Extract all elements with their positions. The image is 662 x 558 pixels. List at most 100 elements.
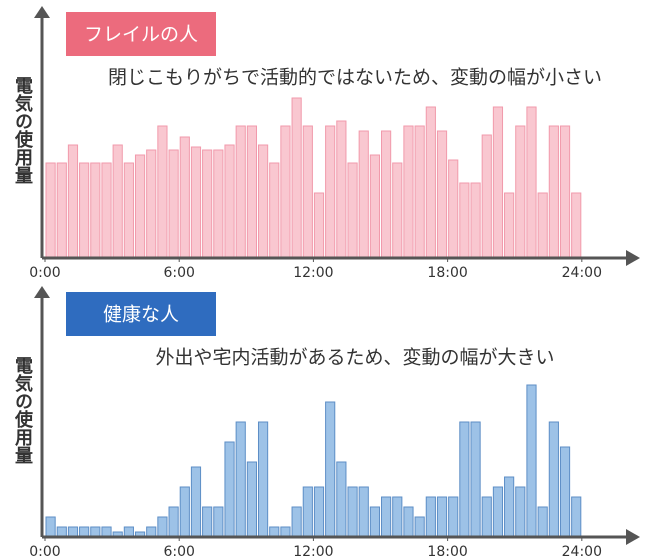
x-tick-label: 6:00	[163, 544, 194, 558]
bar	[225, 442, 234, 537]
bar	[46, 163, 55, 258]
bar	[527, 107, 536, 258]
bar	[180, 487, 189, 537]
bar	[382, 131, 391, 258]
chart: フレイルの人閉じこもりがちで活動的ではないため、変動の幅が小さい電気の使用量0:…	[0, 0, 662, 558]
y-axis-label: 電気の使用量	[12, 76, 34, 184]
bar	[538, 193, 547, 258]
bar	[382, 497, 391, 537]
bar	[393, 163, 402, 258]
bar	[236, 422, 245, 537]
bar	[314, 193, 323, 258]
y-axis-label: 電気の使用量	[12, 356, 34, 464]
bar	[191, 467, 200, 537]
bar	[214, 150, 223, 258]
bar	[359, 487, 368, 537]
x-tick-label: 24:00	[562, 544, 602, 558]
bar	[471, 422, 480, 537]
x-tick-label: 12:00	[293, 544, 333, 558]
bar	[46, 517, 55, 537]
x-tick-label: 0:00	[29, 544, 60, 558]
bar	[359, 131, 368, 258]
y-axis-arrow	[34, 286, 50, 298]
bar	[303, 126, 312, 258]
bar	[68, 145, 77, 258]
bar	[326, 126, 335, 258]
bar	[538, 507, 547, 537]
bar	[169, 150, 178, 258]
bar	[203, 507, 212, 537]
bar	[393, 497, 402, 537]
bar	[337, 462, 346, 537]
bar	[437, 131, 446, 258]
bar	[281, 126, 290, 258]
bar	[572, 497, 581, 537]
bar	[505, 477, 514, 537]
bar	[337, 121, 346, 258]
badge-label: フレイルの人	[84, 24, 198, 46]
x-tick-label: 0:00	[29, 265, 60, 281]
bar	[560, 126, 569, 258]
bar	[549, 126, 558, 258]
bar	[57, 163, 66, 258]
bar	[214, 507, 223, 537]
bar	[158, 126, 167, 258]
bar	[426, 107, 435, 258]
bar	[415, 517, 424, 537]
bar	[80, 163, 89, 258]
x-tick-label: 18:00	[427, 544, 467, 558]
bar	[516, 487, 525, 537]
bar	[203, 150, 212, 258]
bar	[258, 422, 267, 537]
bar	[247, 126, 256, 258]
bar	[426, 497, 435, 537]
bar	[326, 402, 335, 537]
bar	[370, 155, 379, 258]
x-tick-label: 18:00	[427, 265, 467, 281]
bar	[471, 183, 480, 258]
y-axis-arrow	[34, 6, 50, 18]
bar	[303, 487, 312, 537]
bar	[191, 147, 200, 258]
x-axis-arrow	[626, 529, 640, 545]
bar	[516, 126, 525, 258]
bar	[527, 385, 536, 537]
bar	[348, 487, 357, 537]
bar	[572, 193, 581, 258]
bar	[113, 145, 122, 258]
x-tick-label: 6:00	[163, 265, 194, 281]
bar	[225, 145, 234, 258]
badge-label: 健康な人	[103, 304, 179, 326]
bar	[493, 487, 502, 537]
bar	[91, 163, 100, 258]
bar	[158, 517, 167, 537]
bar	[505, 193, 514, 258]
bar	[102, 163, 111, 258]
bar	[135, 155, 144, 258]
x-axis-arrow	[626, 250, 640, 266]
bar	[482, 135, 491, 258]
bar	[180, 137, 189, 258]
bar	[449, 497, 458, 537]
bar	[404, 507, 413, 537]
bar	[270, 163, 279, 258]
bar	[415, 126, 424, 258]
bar	[460, 183, 469, 258]
bar	[236, 126, 245, 258]
bar	[404, 126, 413, 258]
subtitle: 外出や宅内活動があるため、変動の幅が大きい	[155, 347, 554, 369]
x-tick-label: 24:00	[562, 265, 602, 281]
bar	[482, 497, 491, 537]
bar	[549, 422, 558, 537]
bar	[437, 497, 446, 537]
bar	[247, 462, 256, 537]
subtitle: 閉じこもりがちで活動的ではないため、変動の幅が小さい	[108, 67, 602, 89]
bar	[292, 507, 301, 537]
bar	[493, 107, 502, 258]
bar	[292, 98, 301, 258]
bar	[560, 447, 569, 537]
bar	[460, 422, 469, 537]
bar	[124, 163, 133, 258]
bar	[348, 163, 357, 258]
bar	[370, 507, 379, 537]
